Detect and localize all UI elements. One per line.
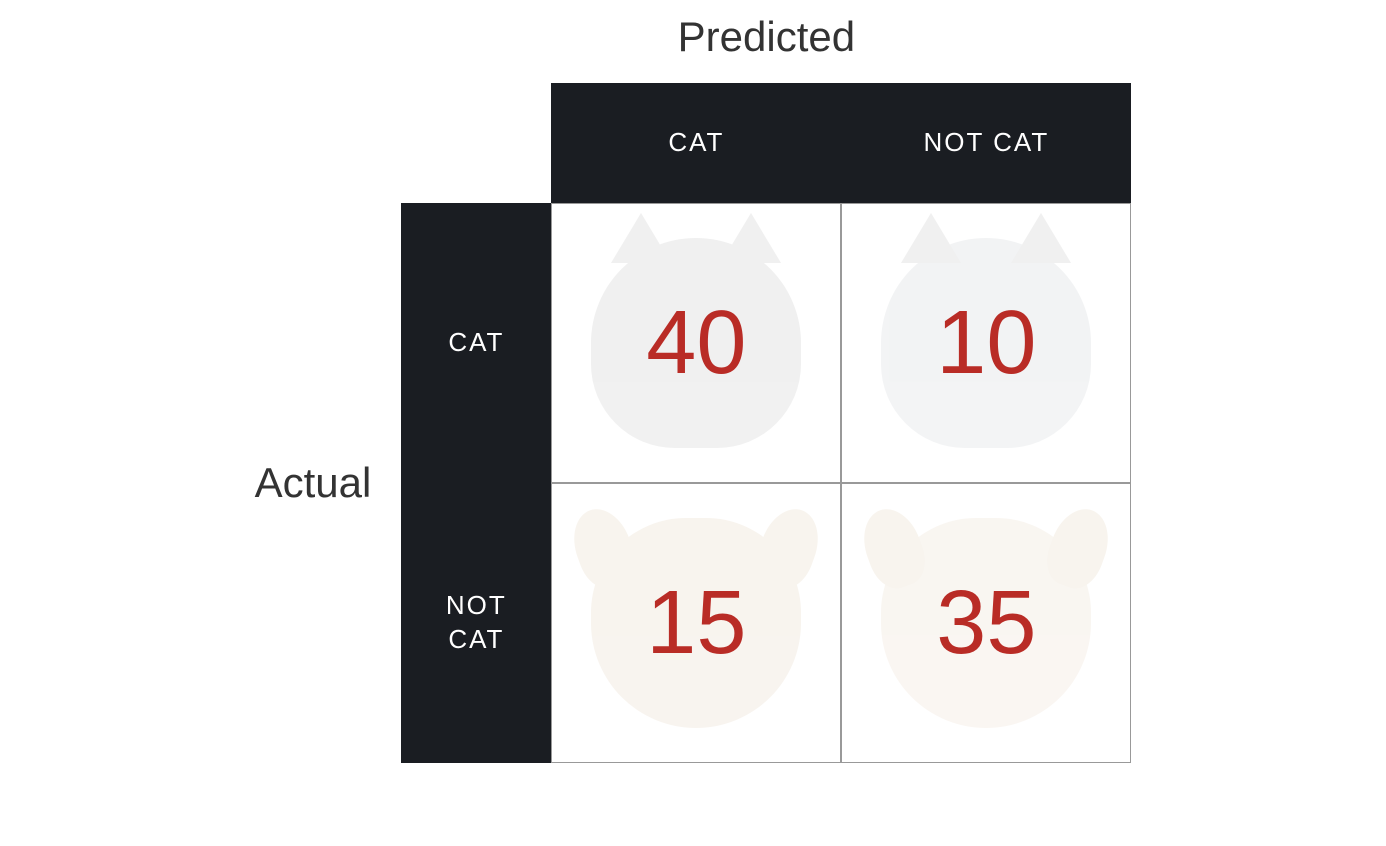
row-header-not-cat: NOT CAT <box>401 483 551 763</box>
cell-actual-cat-predicted-cat: 40 <box>551 203 841 483</box>
cell-value-fn: 10 <box>936 292 1036 395</box>
col-header-cat: CAT <box>551 83 841 203</box>
cell-value-tn: 35 <box>936 572 1036 675</box>
cell-actual-cat-predicted-notcat: 10 <box>841 203 1131 483</box>
row-header-cat: CAT <box>401 203 551 483</box>
matrix-grid: CAT NOT CAT CAT 40 10 NOT CAT 15 35 <box>401 83 1131 763</box>
corner-cell <box>401 83 551 203</box>
predicted-axis-label: Predicted <box>678 13 855 61</box>
cell-actual-notcat-predicted-notcat: 35 <box>841 483 1131 763</box>
cell-value-tp: 40 <box>646 292 746 395</box>
cell-actual-notcat-predicted-cat: 15 <box>551 483 841 763</box>
actual-axis-label: Actual <box>255 459 372 507</box>
confusion-matrix: Actual Predicted CAT NOT CAT CAT 40 10 N… <box>255 83 1132 763</box>
cell-value-fp: 15 <box>646 572 746 675</box>
col-header-not-cat: NOT CAT <box>841 83 1131 203</box>
